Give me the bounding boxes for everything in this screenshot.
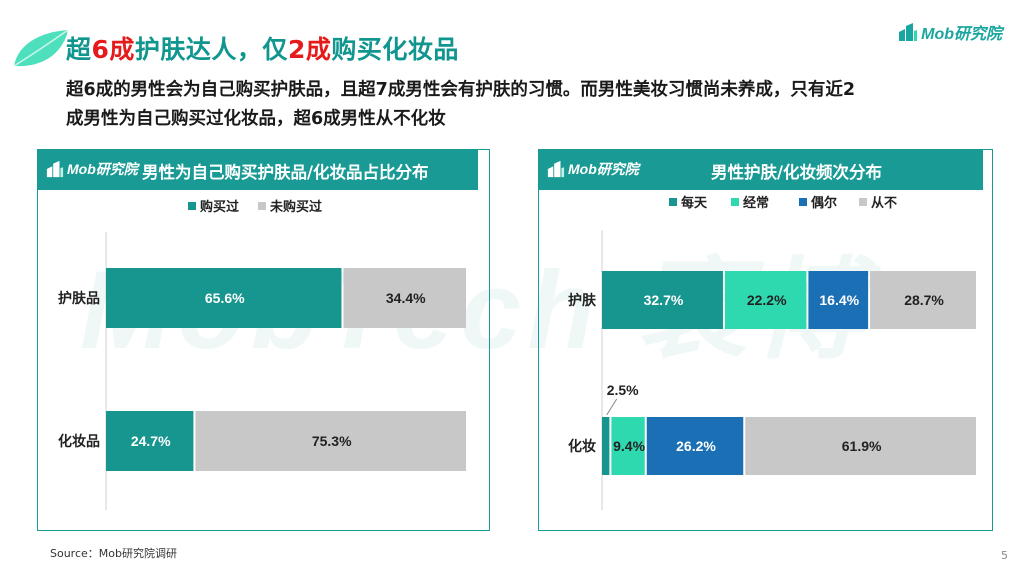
subtitle-line-2: 成男性为自己购买过化妆品，超6成男性从不化妆 bbox=[66, 109, 446, 129]
bar-segment bbox=[611, 417, 645, 475]
bar-segment bbox=[106, 411, 194, 471]
building-icon bbox=[46, 160, 64, 178]
subtitle: 超6成的男性会为自己购买护肤品，且超7成男性会有护肤的习惯。而男性美妆习惯尚未养… bbox=[66, 76, 986, 134]
data-label: 75.3% bbox=[312, 433, 352, 449]
data-label: 26.2% bbox=[676, 438, 716, 454]
bar-segment bbox=[343, 268, 466, 328]
panel-header: Mob研究院 男性为自己购买护肤品/化妆品占比分布 bbox=[38, 150, 478, 190]
bar-segment bbox=[195, 411, 466, 471]
legend-swatch bbox=[799, 198, 807, 206]
panel-header: Mob研究院 男性护肤/化妆频次分布 bbox=[539, 150, 983, 190]
legend-item-0: 购买过 bbox=[188, 199, 239, 214]
bar-segment bbox=[106, 268, 342, 328]
source-note: Source：Mob研究院调研 bbox=[50, 547, 177, 560]
category-label: 护肤 bbox=[568, 292, 597, 308]
mob-logo: Mob研究院 bbox=[898, 20, 1002, 44]
bar-segment bbox=[724, 271, 807, 329]
chart-title: 男性为自己购买护肤品/化妆品占比分布 bbox=[142, 163, 429, 182]
bar-segment bbox=[808, 271, 869, 329]
legend-label: 从不 bbox=[871, 195, 897, 210]
legend-item-3: 从不 bbox=[859, 195, 897, 210]
panel-logo: Mob研究院 bbox=[547, 159, 639, 179]
legend-label: 偶尔 bbox=[811, 195, 837, 210]
data-label: 24.7% bbox=[131, 433, 171, 449]
legend-swatch bbox=[859, 198, 867, 206]
legend-label: 每天 bbox=[681, 195, 708, 210]
data-label: 28.7% bbox=[904, 292, 944, 308]
legend-label: 未购买过 bbox=[269, 199, 322, 214]
callout-line bbox=[606, 398, 618, 416]
leaf-decoration bbox=[13, 29, 69, 67]
legend-swatch bbox=[258, 202, 266, 210]
panel-logo-text: Mob研究院 bbox=[67, 161, 138, 177]
frequency-chart-panel: Mob研究院 男性护肤/化妆频次分布 每天 经常 偶尔 从不护肤 32.7% 22.2% 1… bbox=[538, 149, 993, 531]
bar-segment bbox=[745, 417, 976, 475]
category-label: 护肤品 bbox=[58, 290, 100, 306]
legend-label: 经常 bbox=[743, 195, 769, 210]
data-label: 9.4% bbox=[613, 438, 645, 454]
data-label: 16.4% bbox=[819, 292, 859, 308]
logo-text: Mob研究院 bbox=[921, 26, 1002, 43]
data-label: 32.7% bbox=[644, 292, 684, 308]
legend-swatch bbox=[188, 202, 196, 210]
purchase-chart-panel: Mob研究院 男性为自己购买护肤品/化妆品占比分布 购买过 未购买过护肤品 65.6… bbox=[37, 149, 490, 531]
data-label: 61.9% bbox=[842, 438, 882, 454]
category-label: 化妆 bbox=[568, 438, 596, 454]
bar-segment bbox=[646, 417, 744, 475]
legend-item-0: 每天 bbox=[669, 195, 708, 210]
bar-segment bbox=[602, 417, 610, 475]
data-label: 22.2% bbox=[747, 292, 787, 308]
subtitle-line-1: 超6成的男性会为自己购买护肤品，且超7成男性会有护肤的习惯。而男性美妆习惯尚未养… bbox=[66, 80, 856, 100]
data-label: 34.4% bbox=[386, 290, 426, 306]
building-icon bbox=[899, 23, 918, 41]
bar-segment bbox=[870, 271, 976, 329]
legend-swatch bbox=[731, 198, 739, 206]
category-label: 化妆品 bbox=[58, 433, 100, 449]
legend-item-1: 经常 bbox=[731, 195, 769, 210]
bar-segment bbox=[602, 271, 723, 329]
data-label: 65.6% bbox=[205, 290, 245, 306]
data-label: 2.5% bbox=[607, 382, 639, 398]
building-icon bbox=[547, 160, 565, 178]
panel-logo-text: Mob研究院 bbox=[568, 161, 639, 177]
page-number: 5 bbox=[1001, 549, 1008, 562]
legend-item-1: 未购买过 bbox=[258, 199, 322, 214]
panel-logo: Mob研究院 bbox=[46, 159, 138, 179]
chart-title: 男性护肤/化妆频次分布 bbox=[711, 163, 883, 182]
legend-swatch bbox=[669, 198, 677, 206]
legend-label: 购买过 bbox=[200, 199, 239, 214]
legend-item-2: 偶尔 bbox=[799, 195, 837, 210]
page-title: 超6成护肤达人，仅2成购买化妆品 bbox=[66, 35, 459, 64]
